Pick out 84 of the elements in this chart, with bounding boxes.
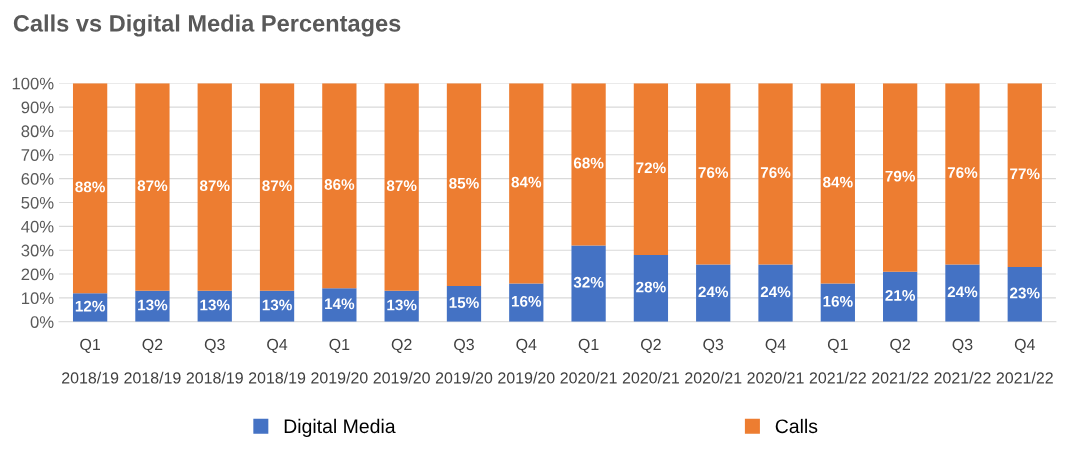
bar (509, 83, 544, 284)
data-label: 28% (636, 281, 666, 293)
bar (945, 83, 980, 265)
data-label: 84% (511, 176, 542, 188)
y-tick-label: 90% (21, 101, 54, 114)
bar (384, 83, 419, 291)
data-label: 24% (698, 286, 729, 298)
y-tick-label: 30% (21, 244, 54, 257)
x-tick-label: Q3 2021/22 (934, 338, 991, 384)
legend-label: Calls (775, 418, 818, 434)
bar (135, 83, 170, 291)
data-label: 16% (823, 295, 853, 307)
bar (1007, 266, 1042, 322)
x-tick-label: Q4 2018/19 (248, 338, 306, 384)
data-label: 21% (885, 289, 916, 301)
data-label: 87% (262, 180, 292, 192)
x-tick-label: Q3 2019/20 (435, 338, 493, 384)
y-tick-label: 50% (21, 196, 54, 209)
y-tick-label: 100% (12, 77, 54, 90)
bar (197, 83, 232, 291)
data-label: 13% (138, 299, 168, 311)
data-label: 24% (947, 286, 978, 298)
legend-label: Digital Media (284, 418, 396, 437)
y-tick-label: 10% (22, 292, 54, 305)
x-tick-label: Q4 2020/21 (747, 338, 804, 384)
data-label: 77% (1010, 168, 1040, 180)
x-tick-label: Q1 2020/21 (560, 338, 617, 384)
data-label: 15% (449, 297, 479, 308)
data-label: 76% (947, 167, 978, 178)
bar (1007, 83, 1042, 267)
bar (322, 83, 357, 289)
data-label: 84% (823, 176, 853, 188)
bar (696, 264, 731, 322)
data-label: 86% (324, 179, 355, 190)
data-label: 87% (199, 180, 230, 192)
bar (633, 254, 669, 322)
data-label: 76% (698, 167, 729, 178)
data-label: 88% (75, 181, 105, 193)
data-label: 14% (325, 298, 355, 310)
bar (820, 83, 855, 284)
data-label: 85% (449, 177, 479, 189)
data-label: 24% (760, 286, 791, 298)
x-tick-label: Q3 2020/21 (685, 338, 742, 384)
x-tick-label: Q4 2021/22 (996, 338, 1053, 384)
data-label: 32% (573, 276, 604, 288)
bar (945, 264, 980, 322)
bar (259, 83, 295, 291)
data-label: 23% (1010, 287, 1040, 299)
data-label: 13% (200, 299, 230, 311)
x-tick-label: Q4 2019/20 (498, 338, 555, 384)
x-tick-label: Q1 2021/22 (809, 338, 866, 384)
y-tick-label: 40% (21, 220, 54, 233)
y-tick-label: 20% (21, 268, 54, 281)
data-label: 12% (75, 300, 105, 312)
bar (696, 83, 731, 265)
data-label: 16% (511, 295, 542, 307)
data-label: 76% (760, 167, 791, 178)
x-tick-label: Q2 2020/21 (622, 338, 679, 384)
bar (633, 83, 669, 255)
data-label: 13% (387, 299, 417, 311)
x-tick-label: Q2 2021/22 (872, 338, 929, 384)
data-label: 72% (636, 162, 666, 174)
bar (758, 83, 793, 265)
y-tick-label: 70% (21, 149, 54, 161)
data-label: 68% (573, 157, 604, 169)
y-tick-label: 0% (30, 316, 54, 328)
data-label: 79% (885, 170, 916, 182)
x-tick-label: Q2 2019/20 (373, 338, 430, 384)
bar (758, 264, 793, 322)
x-tick-label: Q1 2019/20 (311, 338, 368, 384)
x-tick-label: Q1 2018/19 (62, 338, 119, 384)
x-tick-label: Q3 2018/19 (186, 338, 243, 384)
bar (883, 83, 918, 272)
data-label: 13% (262, 299, 292, 311)
data-label: 87% (137, 180, 168, 192)
bar (571, 245, 606, 322)
bar (571, 83, 606, 246)
x-tick-label: Q2 2018/19 (124, 338, 181, 384)
data-label: 87% (386, 180, 417, 192)
chart-title: Calls vs Digital Media Percentages (13, 14, 401, 37)
y-tick-label: 60% (21, 173, 54, 185)
bar (446, 83, 482, 286)
y-tick-label: 80% (21, 125, 54, 138)
bar (72, 83, 108, 294)
